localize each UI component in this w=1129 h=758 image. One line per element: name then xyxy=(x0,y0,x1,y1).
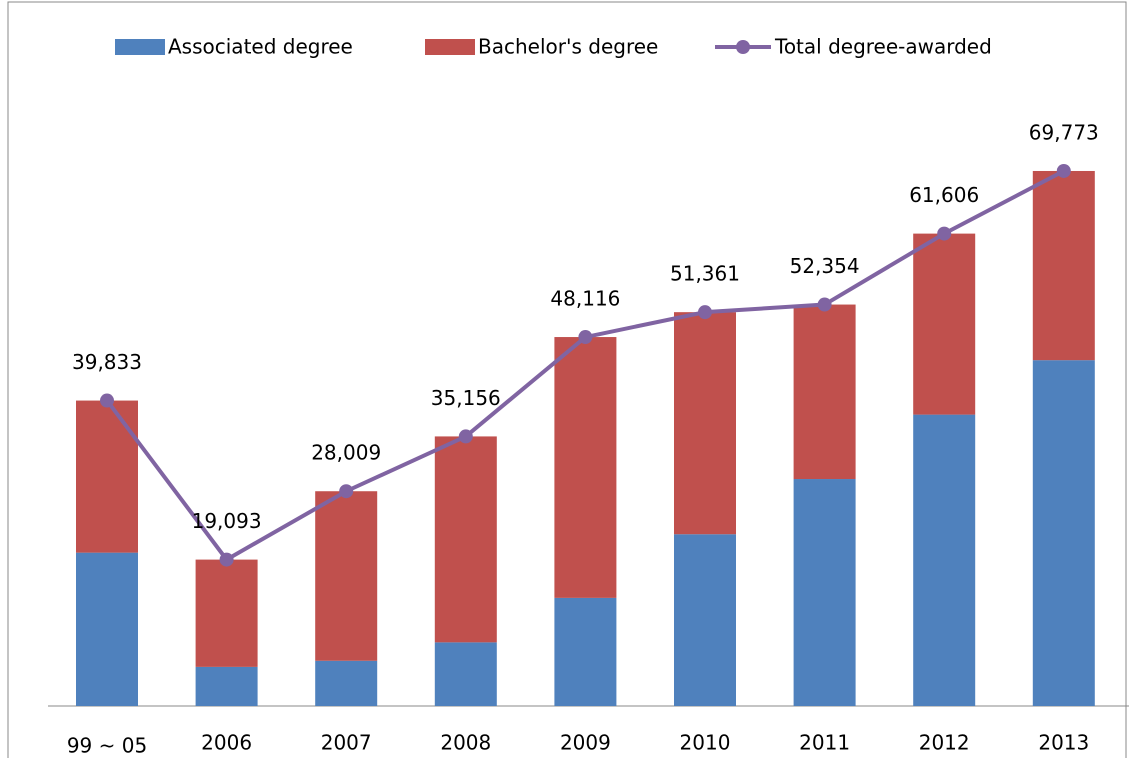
x-tick-label: 2011 xyxy=(799,731,850,755)
legend-label: Total degree-awarded xyxy=(774,35,992,59)
legend-label: Bachelor's degree xyxy=(478,35,658,59)
line-marker xyxy=(578,330,593,345)
line-marker xyxy=(339,484,354,499)
bar-segment xyxy=(434,436,497,643)
x-tick-label: 2012 xyxy=(919,731,970,755)
legend-label: Associated degree xyxy=(168,35,353,59)
bar-segment xyxy=(195,666,258,706)
data-label: 35,156 xyxy=(431,386,501,410)
data-label: 19,093 xyxy=(192,509,262,533)
data-label: 61,606 xyxy=(909,183,979,207)
line-marker xyxy=(937,226,952,241)
x-tick-label: 2010 xyxy=(680,731,731,755)
data-label: 39,833 xyxy=(72,350,142,374)
bar-segment xyxy=(913,233,976,415)
data-label: 48,116 xyxy=(550,287,620,311)
x-tick-label: 2008 xyxy=(440,731,491,755)
line-marker xyxy=(219,552,234,567)
line-marker xyxy=(817,297,832,312)
bar-segment xyxy=(1032,170,1095,361)
line-marker xyxy=(1056,163,1071,178)
bar-segment xyxy=(434,642,497,706)
x-tick-label: 99 ~ 05 xyxy=(67,734,147,758)
bar-segment xyxy=(674,534,736,706)
data-label: 51,361 xyxy=(670,262,740,286)
line-marker xyxy=(458,429,473,444)
bar-segment xyxy=(554,337,617,598)
bar-segment xyxy=(554,597,617,706)
line-marker xyxy=(698,305,712,320)
data-label: 28,009 xyxy=(311,441,381,465)
bar-segment xyxy=(793,304,856,480)
data-label: 69,773 xyxy=(1029,120,1099,144)
x-tick-label: 2007 xyxy=(321,731,372,755)
bar-segment xyxy=(913,414,976,706)
chart-frame xyxy=(7,1,1127,758)
bar-segment xyxy=(793,479,856,706)
data-label: 52,354 xyxy=(790,254,860,278)
legend-marker xyxy=(736,40,750,54)
x-tick-label: 2009 xyxy=(560,731,611,755)
legend-swatch xyxy=(425,39,475,55)
bar-segment xyxy=(195,559,258,667)
legend-swatch xyxy=(115,39,165,55)
bar-segment xyxy=(76,552,138,706)
bar-segment xyxy=(1032,360,1095,706)
bar-segment xyxy=(315,491,378,661)
x-tick-label: 2006 xyxy=(201,731,252,755)
bar-segment xyxy=(76,400,138,553)
bar-segment xyxy=(315,660,378,706)
bar-segment xyxy=(674,312,736,535)
line-marker xyxy=(100,393,114,408)
x-tick-label: 2013 xyxy=(1038,731,1089,755)
